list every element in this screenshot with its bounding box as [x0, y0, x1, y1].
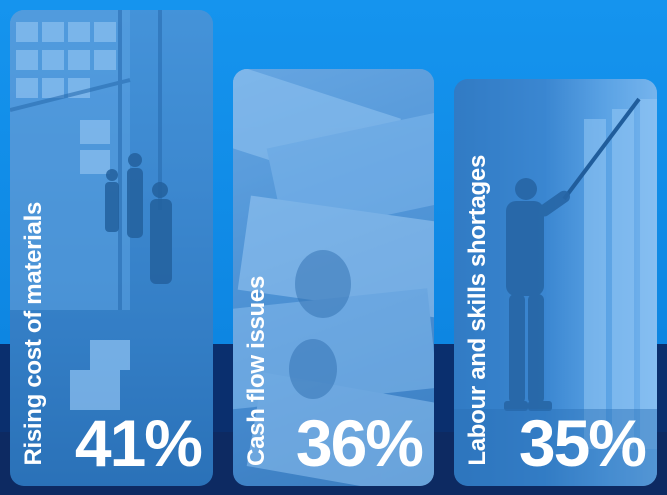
bar-card-materials: Rising cost of materials 41%: [10, 10, 213, 486]
category-label: Cash flow issues: [245, 276, 269, 466]
value-label: 35%: [519, 410, 645, 476]
bar-card-cash-flow: Cash flow issues 36%: [233, 69, 434, 486]
bar-card-labour: Labour and skills shortages 35%: [454, 79, 657, 486]
value-label: 36%: [296, 410, 422, 476]
value-label: 41%: [75, 410, 201, 476]
category-label: Rising cost of materials: [22, 202, 46, 466]
category-label: Labour and skills shortages: [466, 155, 490, 466]
